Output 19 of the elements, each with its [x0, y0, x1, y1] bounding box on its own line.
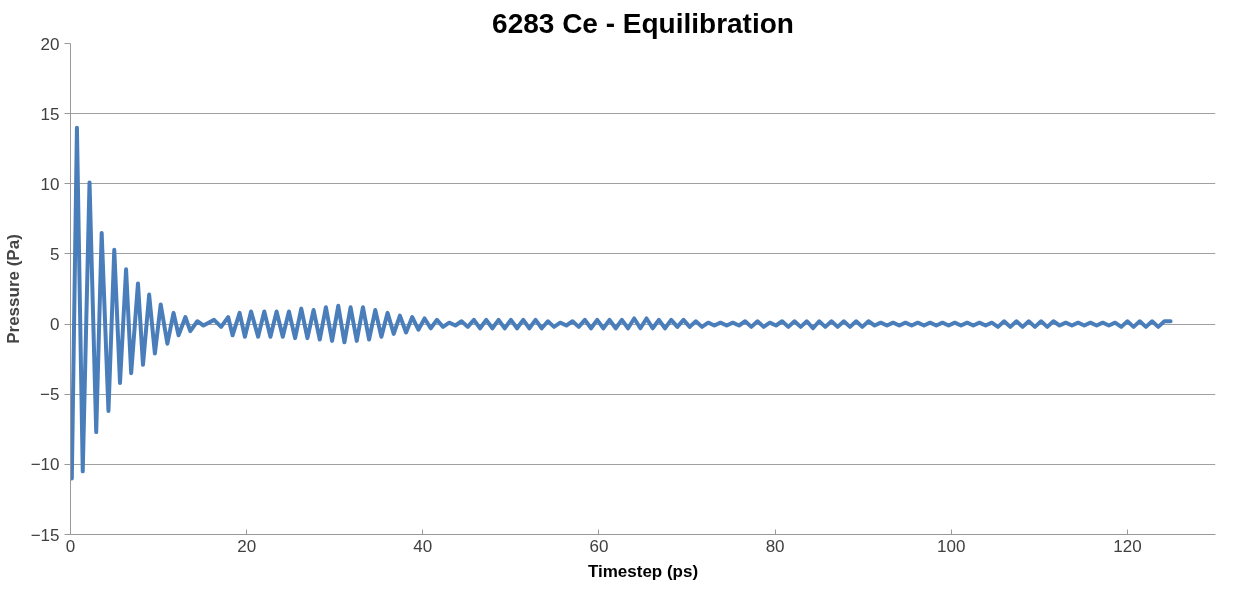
chart-title: 6283 Ce - Equilibration [492, 7, 794, 39]
y-tick-label: −15 [30, 525, 60, 545]
y-tick-label: 5 [50, 244, 60, 264]
y-tick-label: 20 [40, 34, 60, 54]
x-tick-label: 0 [65, 536, 76, 556]
y-axis-title: Pressure (Pa) [3, 234, 23, 344]
x-tick-label: 100 [937, 536, 966, 556]
y-tick-label: 0 [50, 315, 60, 335]
x-tick-label: 20 [237, 536, 257, 556]
x-axis-title: Timestep (ps) [587, 561, 699, 581]
y-tick-label: −5 [40, 385, 60, 405]
y-tick-label: 10 [40, 174, 60, 194]
y-tick-label: 15 [40, 104, 60, 124]
x-tick-label: 80 [765, 536, 785, 556]
line-series [70, 125, 1173, 481]
y-tick-label: −10 [30, 455, 60, 475]
x-tick-label: 40 [413, 536, 433, 556]
x-tick-label: 60 [589, 536, 609, 556]
x-tick-label: 120 [1113, 536, 1142, 556]
